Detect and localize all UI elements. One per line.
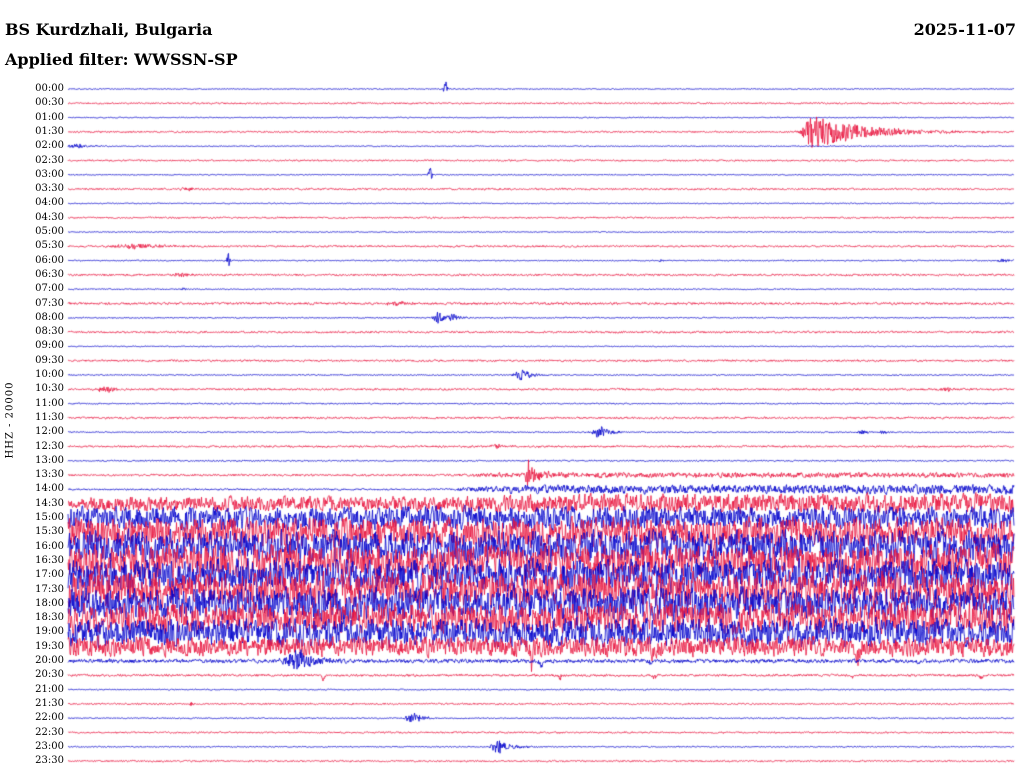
time-label: 00:30 (35, 97, 64, 109)
time-label: 10:00 (35, 369, 64, 380)
date-label: 2025-11-07 (913, 20, 1016, 39)
time-label: 09:30 (35, 354, 64, 366)
time-label: 19:00 (35, 626, 64, 638)
time-label: 12:30 (35, 440, 64, 452)
time-label: 13:30 (35, 469, 64, 481)
time-label: 01:30 (35, 125, 64, 137)
time-label: 08:30 (35, 326, 64, 338)
time-label: 13:00 (35, 454, 64, 466)
time-label: 03:30 (35, 183, 64, 195)
time-label: 02:00 (35, 140, 64, 152)
time-label: 16:30 (35, 554, 64, 566)
time-label: 05:00 (35, 226, 64, 237)
filter-label: Applied filter: WWSSN-SP (5, 50, 238, 69)
time-label: 01:00 (35, 111, 64, 123)
time-label: 11:00 (35, 397, 64, 409)
time-label: 22:00 (35, 712, 64, 724)
time-label: 14:30 (35, 497, 64, 509)
time-label: 18:30 (35, 612, 64, 624)
time-label: 06:00 (35, 254, 64, 266)
time-label: 22:30 (35, 726, 64, 738)
time-label: 20:30 (35, 669, 64, 681)
station-title: BS Kurdzhali, Bulgaria (5, 20, 213, 39)
time-label: 14:00 (35, 483, 64, 495)
time-label: 19:30 (35, 640, 64, 652)
time-label: 10:30 (35, 383, 64, 395)
time-label: 05:30 (35, 240, 64, 252)
time-label: 15:00 (35, 512, 64, 523)
time-label: 17:00 (35, 569, 64, 581)
time-label: 23:00 (35, 740, 64, 752)
time-label: 07:30 (35, 297, 64, 309)
time-label: 00:00 (35, 83, 64, 94)
time-label: 17:30 (35, 583, 64, 595)
time-label: 03:00 (35, 168, 64, 180)
time-label: 23:30 (35, 755, 64, 767)
time-label: 21:30 (35, 697, 64, 709)
time-label: 08:00 (35, 311, 64, 323)
time-label: 18:00 (35, 597, 64, 609)
time-label: 11:30 (35, 411, 64, 423)
time-label: 20:00 (35, 655, 64, 666)
time-label: 16:00 (35, 540, 64, 552)
time-label: 09:00 (35, 340, 64, 352)
time-label: 06:30 (35, 268, 64, 280)
time-label: 04:00 (35, 197, 64, 209)
time-label: 21:00 (35, 683, 64, 695)
time-label: 04:30 (35, 211, 64, 223)
time-label: 15:30 (35, 526, 64, 538)
time-label: 12:00 (35, 426, 64, 438)
time-label: 02:30 (35, 154, 64, 166)
time-label: 07:00 (35, 283, 64, 295)
